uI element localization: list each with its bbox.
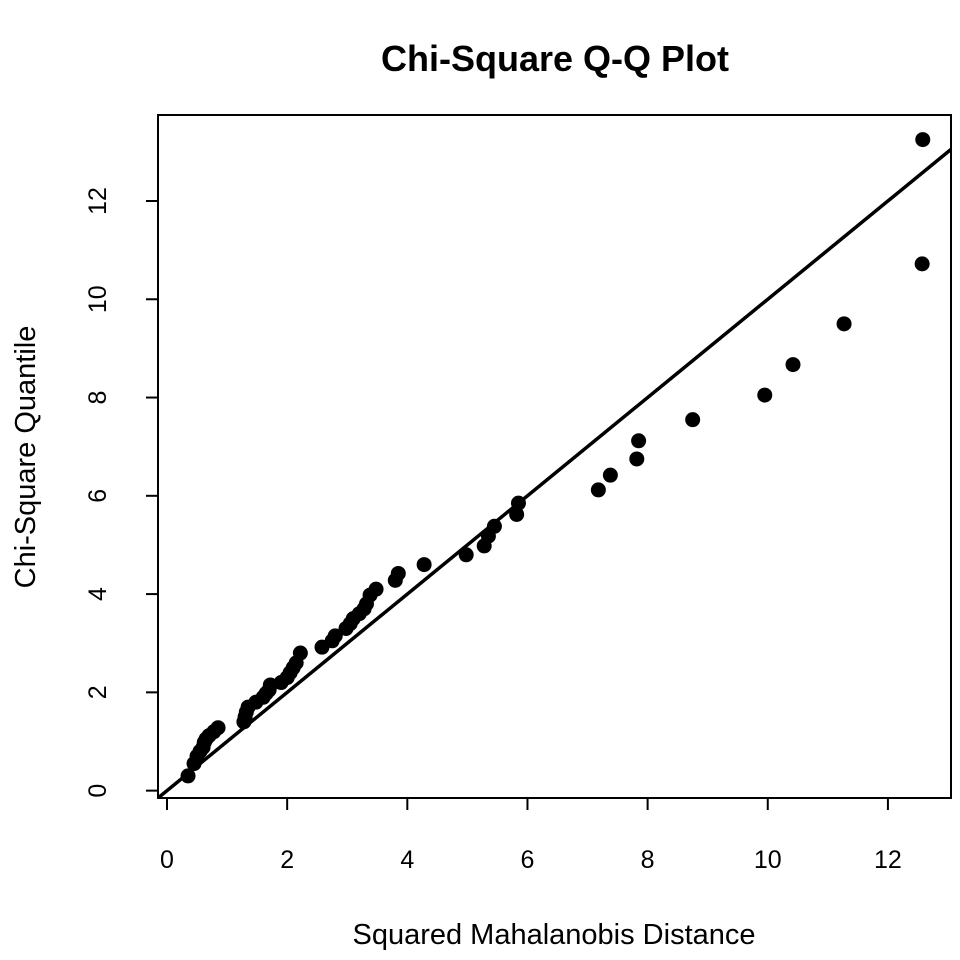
data-point: [590, 482, 606, 498]
data-point: [390, 565, 406, 581]
x-tick-label: 8: [641, 846, 655, 874]
data-point: [509, 506, 525, 522]
data-point: [631, 433, 647, 449]
data-point: [327, 628, 343, 644]
y-axis: 0 2 4 6 8 10 12: [84, 187, 159, 798]
y-tick-label: 2: [84, 685, 112, 699]
chart-title: Chi-Square Q-Q Plot: [381, 38, 729, 79]
data-points: [180, 132, 931, 784]
data-point: [368, 581, 384, 597]
x-tick-label: 6: [521, 846, 535, 874]
y-tick-label: 12: [84, 187, 112, 215]
data-point: [757, 387, 773, 403]
data-point: [486, 518, 502, 534]
data-point: [416, 557, 432, 573]
data-point: [915, 132, 931, 148]
x-axis-label: Squared Mahalanobis Distance: [352, 919, 755, 951]
x-axis: 0 2 4 6 8 10 12: [160, 797, 902, 874]
x-tick-label: 10: [754, 846, 782, 874]
y-tick-label: 4: [84, 587, 112, 601]
x-tick-label: 2: [280, 846, 294, 874]
data-point: [180, 768, 196, 784]
x-tick-label: 4: [400, 846, 414, 874]
y-tick-label: 6: [84, 489, 112, 503]
data-point: [836, 316, 852, 332]
data-point: [458, 547, 474, 563]
data-point: [210, 720, 226, 736]
y-tick-label: 0: [84, 784, 112, 798]
data-point: [292, 645, 308, 661]
data-point: [629, 451, 645, 467]
reference-line: [158, 148, 951, 798]
data-point: [685, 412, 701, 428]
data-point: [602, 467, 618, 483]
y-axis-label: Chi-Square Quantile: [10, 326, 42, 589]
data-point: [914, 256, 930, 272]
data-point: [785, 357, 801, 373]
x-tick-label: 0: [160, 846, 174, 874]
x-tick-label: 12: [874, 846, 902, 874]
data-point: [510, 495, 526, 511]
y-tick-label: 10: [84, 285, 112, 313]
y-tick-label: 8: [84, 391, 112, 405]
